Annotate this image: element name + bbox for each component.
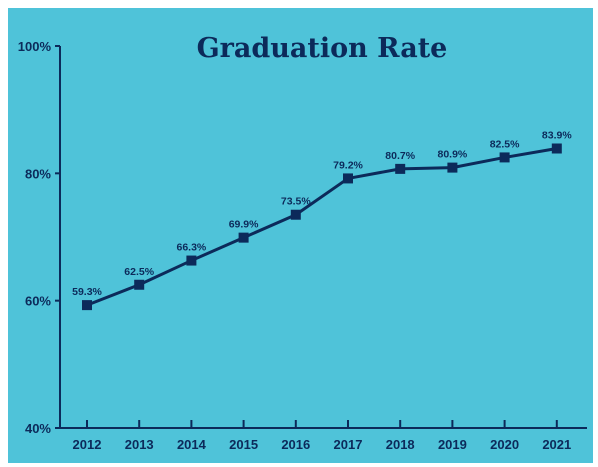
data-point-marker xyxy=(551,143,562,154)
y-tick-label: 80% xyxy=(25,166,51,181)
data-label: 80.9% xyxy=(438,149,468,161)
x-tick-label: 2019 xyxy=(438,437,467,452)
x-tick-label: 2016 xyxy=(281,437,310,452)
data-point-marker xyxy=(395,163,406,174)
y-axis-ticks: 40% 60% 80% 100% xyxy=(18,39,60,436)
x-tick-label: 2015 xyxy=(229,437,258,452)
data-point-marker xyxy=(186,255,197,266)
x-tick-label: 2013 xyxy=(125,437,154,452)
x-tick-label: 2020 xyxy=(490,437,519,452)
y-tick-label: 60% xyxy=(25,294,51,309)
x-tick-label: 2014 xyxy=(177,437,207,452)
x-axis-ticks: 2012 2013 2014 2015 2016 2017 2018 2019 2020 2021 xyxy=(73,420,571,452)
data-point-marker xyxy=(290,209,301,220)
data-label: 82.5% xyxy=(490,138,520,150)
chart-title: Graduation Rate xyxy=(197,33,448,64)
data-point-marker xyxy=(82,300,92,311)
data-point-marker xyxy=(447,162,458,173)
data-label: 66.3% xyxy=(177,242,207,254)
data-label: 80.7% xyxy=(385,150,415,162)
data-point-marker xyxy=(238,232,249,243)
x-tick-label: 2012 xyxy=(73,437,102,452)
data-label: 59.3% xyxy=(72,286,102,298)
x-tick-label: 2017 xyxy=(334,437,363,452)
y-tick-label: 100% xyxy=(18,39,52,54)
chart-background xyxy=(8,8,593,463)
data-point-marker xyxy=(343,173,353,184)
data-labels: 59.3% 62.5% 66.3% 69.9% 73.5% 79.2% 80.7% 80.9%… xyxy=(72,130,572,299)
x-tick-label: 2018 xyxy=(386,437,415,452)
x-tick-label: 2021 xyxy=(542,437,571,452)
data-point-marker xyxy=(134,279,145,290)
series-graduation-rate xyxy=(82,143,562,311)
data-point-marker xyxy=(499,152,510,163)
data-label: 62.5% xyxy=(124,266,154,278)
data-label: 79.2% xyxy=(333,159,363,171)
data-label: 69.9% xyxy=(229,219,259,231)
axes xyxy=(59,46,587,429)
data-label: 83.9% xyxy=(542,130,572,142)
series-line xyxy=(86,147,558,307)
y-tick-label: 40% xyxy=(25,421,51,436)
data-label: 73.5% xyxy=(281,196,311,208)
